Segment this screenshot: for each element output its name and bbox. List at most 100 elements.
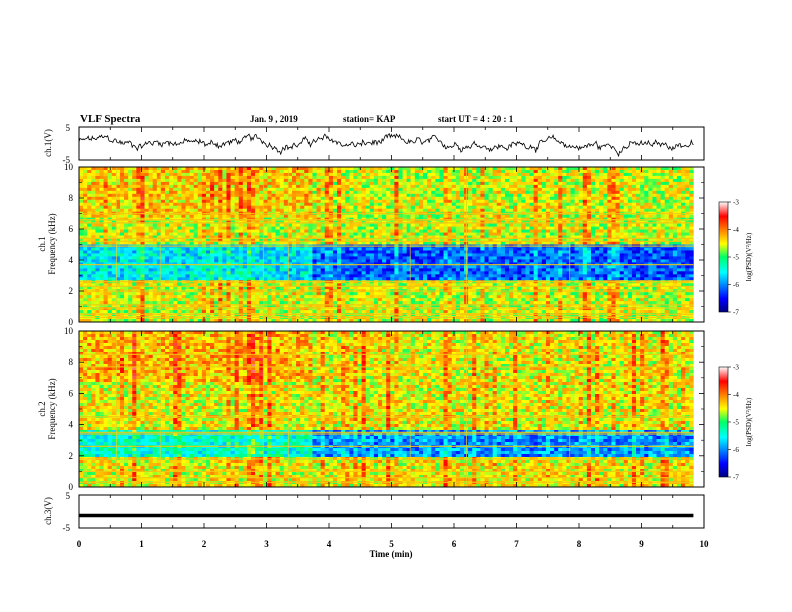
- spectrogram-cell: [509, 172, 514, 177]
- spectrogram-cell: [406, 184, 412, 189]
- spectrogram-cell: [300, 202, 305, 207]
- spectrogram-cell: [341, 238, 346, 242]
- spectrogram-cell: [259, 178, 264, 183]
- spectrogram-cell: [468, 172, 473, 177]
- spectrogram-cell: [685, 235, 690, 239]
- spectrogram-cell: [369, 232, 375, 236]
- spectrogram-cell: [648, 238, 653, 242]
- spectrogram-cell: [619, 238, 625, 242]
- spectrogram-cell: [541, 247, 547, 251]
- spectrogram-cell: [312, 253, 317, 257]
- spectrogram-cell: [144, 226, 149, 230]
- spectrogram-cell: [287, 232, 293, 236]
- spectrogram-cell: [668, 250, 674, 254]
- spectrogram-cell: [480, 193, 485, 198]
- spectrogram-cell: [119, 247, 125, 251]
- spectrogram-cell: [443, 214, 448, 218]
- spectrogram-cell: [361, 169, 367, 174]
- spectrogram-cell: [664, 223, 670, 227]
- spectrogram-cell: [95, 187, 100, 192]
- spectrogram-cell: [87, 235, 92, 239]
- spectrogram-cell: [509, 196, 514, 201]
- spectrogram-cell: [185, 184, 190, 189]
- spectrogram-cell: [169, 184, 174, 189]
- spectrogram-cell: [218, 259, 223, 263]
- spectrogram-cell: [103, 214, 108, 218]
- spectrogram-cell: [529, 232, 534, 236]
- spectrogram-cell: [124, 253, 129, 257]
- spectrogram-cell: [611, 226, 616, 230]
- spectrogram-cell: [390, 229, 395, 233]
- spectrogram-cell: [349, 214, 354, 218]
- spectrogram-cell: [406, 235, 412, 239]
- spectrogram-cell: [378, 208, 383, 213]
- spectrogram-cell: [676, 241, 682, 245]
- spectrogram-cell: [119, 205, 125, 210]
- spectrogram-cell: [570, 223, 575, 227]
- spectrogram-cell: [672, 175, 678, 180]
- spectrogram-cell: [169, 226, 174, 230]
- spectrogram-cell: [263, 187, 268, 192]
- spectrogram-cell: [275, 190, 280, 195]
- spectrogram-cell: [357, 193, 362, 198]
- spectrogram-cell: [214, 181, 219, 186]
- spectrogram-cell: [586, 178, 592, 183]
- spectrogram-cell: [570, 190, 575, 195]
- spectrogram-cell: [136, 199, 141, 204]
- spectrogram-cell: [337, 205, 342, 210]
- spectrogram-cell: [480, 226, 485, 230]
- spectrogram-cell: [283, 187, 289, 192]
- spectrogram-cell: [287, 214, 293, 218]
- spectrogram-cell: [222, 178, 227, 183]
- spectrogram-cell: [337, 199, 342, 204]
- spectrogram-cell: [173, 214, 178, 218]
- spectrogram-cell: [308, 178, 313, 183]
- spectrogram-cell: [472, 232, 477, 236]
- spectrogram-cell: [324, 256, 330, 260]
- spectrogram-cell: [259, 208, 264, 213]
- spectrogram-cell: [636, 199, 641, 204]
- spectrogram-cell: [681, 169, 686, 174]
- spectrogram-cell: [189, 235, 194, 239]
- spectrogram-cell: [406, 214, 412, 218]
- spectrogram-cell: [525, 235, 530, 239]
- spectrogram-cell: [197, 241, 203, 245]
- spectrogram-cell: [394, 172, 399, 177]
- spectrogram-cell: [607, 223, 612, 227]
- spectrogram-cell: [664, 181, 670, 186]
- spectrogram-cell: [271, 247, 276, 251]
- spectrogram-cell: [357, 259, 362, 263]
- spectrogram-cell: [132, 223, 137, 227]
- spectrogram-cell: [660, 202, 666, 207]
- spectrogram-cell: [246, 202, 252, 207]
- spectrogram-cell: [275, 205, 280, 210]
- spectrogram-cell: [218, 247, 223, 251]
- spectrogram-cell: [611, 259, 616, 263]
- spectrogram-cell: [177, 208, 182, 213]
- spectrogram-cell: [287, 256, 293, 260]
- spectrogram-cell: [353, 167, 358, 171]
- spectrogram-cell: [660, 241, 666, 245]
- spectrogram-cell: [316, 232, 321, 236]
- spectrogram-cell: [521, 184, 526, 189]
- spectrogram-cell: [640, 205, 645, 210]
- spectrogram-cell: [545, 232, 551, 236]
- spectrogram-cell: [492, 184, 498, 189]
- spectrogram-cell: [296, 167, 301, 171]
- spectrogram-cell: [574, 256, 579, 260]
- spectrogram-cell: [689, 196, 694, 201]
- spectrogram-cell: [480, 256, 485, 260]
- spectrogram-cell: [570, 238, 575, 242]
- spectrogram-cell: [152, 232, 158, 236]
- spectrogram-cell: [177, 181, 182, 186]
- spectrogram-cell: [603, 178, 608, 183]
- spectrogram-cell: [234, 214, 240, 218]
- spectrogram-cell: [521, 196, 526, 201]
- spectrogram-cell: [169, 241, 174, 245]
- spectrogram-cell: [459, 223, 465, 227]
- spectrogram-cell: [435, 199, 440, 204]
- spectrogram-cell: [406, 238, 412, 242]
- spectrogram-cell: [382, 167, 387, 171]
- spectrogram-cell: [611, 190, 616, 195]
- spectrogram-cell: [554, 214, 559, 218]
